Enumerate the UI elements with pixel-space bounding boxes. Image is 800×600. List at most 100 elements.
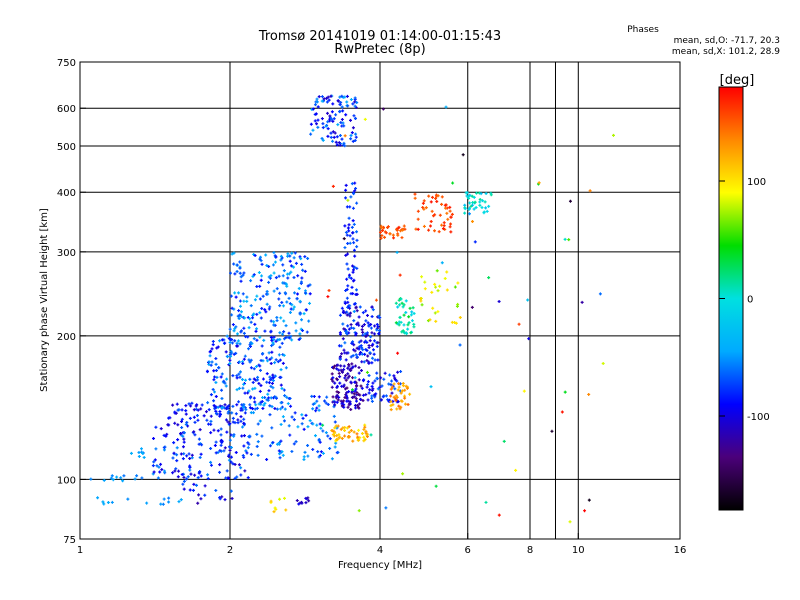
data-point — [154, 447, 158, 451]
data-point — [440, 195, 444, 199]
data-point — [189, 472, 193, 476]
data-point — [295, 499, 299, 503]
data-point — [343, 134, 347, 138]
x-axis-label: Frequency [MHz] — [338, 560, 422, 571]
data-point — [361, 348, 365, 352]
data-point — [479, 192, 483, 196]
data-point — [225, 334, 229, 338]
data-point — [333, 381, 337, 385]
data-point — [352, 430, 356, 434]
data-point — [400, 389, 404, 393]
data-point — [193, 433, 197, 437]
data-point — [336, 450, 340, 454]
data-point — [199, 407, 203, 411]
data-point — [283, 407, 287, 411]
data-point — [356, 321, 360, 325]
data-point — [230, 496, 234, 500]
data-point — [265, 457, 269, 461]
data-point — [436, 310, 440, 314]
data-point — [445, 270, 449, 274]
data-point — [309, 132, 313, 136]
data-point — [352, 343, 356, 347]
data-point — [365, 370, 369, 374]
data-point — [229, 489, 233, 493]
data-point — [373, 332, 377, 336]
data-point — [281, 263, 285, 267]
data-point — [330, 385, 334, 389]
data-point — [379, 376, 383, 380]
data-point — [235, 270, 239, 274]
y-tick-label: 300 — [57, 248, 76, 259]
data-point — [355, 404, 359, 408]
data-point — [299, 280, 303, 284]
data-point — [349, 407, 353, 411]
data-point — [379, 236, 383, 240]
data-point — [306, 425, 310, 429]
data-point — [485, 209, 489, 213]
data-point — [478, 203, 482, 207]
data-point — [311, 447, 315, 451]
data-point — [279, 254, 283, 258]
data-point — [177, 469, 181, 473]
data-point — [390, 391, 394, 395]
data-point — [357, 323, 361, 327]
data-point — [318, 440, 322, 444]
data-point — [253, 407, 257, 411]
data-point — [340, 137, 344, 141]
data-point — [246, 335, 250, 339]
data-point — [270, 356, 274, 360]
data-point — [237, 463, 241, 467]
data-point — [263, 401, 267, 405]
data-point — [444, 206, 448, 210]
data-point — [335, 437, 339, 441]
data-point — [222, 379, 226, 383]
data-point — [298, 255, 302, 259]
data-point — [350, 388, 354, 392]
data-point — [223, 403, 227, 407]
data-point — [289, 334, 293, 338]
data-point — [433, 229, 437, 233]
data-point — [363, 352, 367, 356]
data-point — [247, 435, 251, 439]
data-point — [253, 400, 257, 404]
data-point — [456, 281, 460, 285]
data-point — [172, 441, 176, 445]
data-point — [398, 315, 402, 319]
data-point — [302, 312, 306, 316]
data-point — [218, 449, 222, 453]
data-point — [191, 488, 195, 492]
data-point — [268, 375, 272, 379]
data-point — [317, 408, 321, 412]
data-point — [358, 397, 362, 401]
data-point — [229, 271, 233, 275]
data-point — [345, 94, 349, 98]
data-point — [342, 383, 346, 387]
data-point — [277, 449, 281, 453]
data-point — [268, 378, 272, 382]
data-point — [313, 434, 317, 438]
data-point — [273, 407, 277, 411]
data-point — [360, 360, 364, 364]
data-point — [252, 273, 256, 277]
data-point — [304, 501, 308, 505]
data-point — [383, 230, 387, 234]
data-point — [354, 135, 358, 139]
data-point — [379, 398, 383, 402]
data-point — [265, 356, 269, 360]
data-point — [346, 242, 350, 246]
data-point — [192, 408, 196, 412]
x-tick-label: 8 — [527, 545, 533, 556]
data-point — [288, 433, 292, 437]
data-point — [234, 451, 238, 455]
data-point — [376, 325, 380, 329]
data-point — [401, 384, 405, 388]
data-point — [473, 240, 477, 244]
data-point — [212, 369, 216, 373]
data-point — [347, 312, 351, 316]
data-point — [333, 131, 337, 135]
data-point — [267, 381, 271, 385]
data-point — [399, 370, 403, 374]
data-point — [313, 103, 317, 107]
data-point — [365, 359, 369, 363]
data-point — [376, 387, 380, 391]
